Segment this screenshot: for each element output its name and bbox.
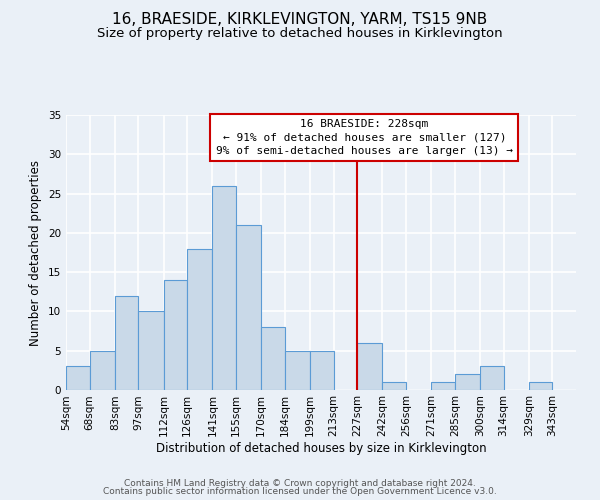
Bar <box>529 382 553 390</box>
Bar <box>236 225 261 390</box>
X-axis label: Distribution of detached houses by size in Kirklevington: Distribution of detached houses by size … <box>155 442 487 455</box>
Bar <box>66 366 89 390</box>
Bar <box>455 374 480 390</box>
Text: 16 BRAESIDE: 228sqm
← 91% of detached houses are smaller (127)
9% of semi-detach: 16 BRAESIDE: 228sqm ← 91% of detached ho… <box>216 119 513 156</box>
Text: 16, BRAESIDE, KIRKLEVINGTON, YARM, TS15 9NB: 16, BRAESIDE, KIRKLEVINGTON, YARM, TS15 … <box>112 12 488 28</box>
Bar <box>164 280 187 390</box>
Bar <box>187 248 212 390</box>
Bar <box>357 343 382 390</box>
Bar <box>261 327 285 390</box>
Bar <box>212 186 236 390</box>
Bar <box>115 296 139 390</box>
Text: Contains HM Land Registry data © Crown copyright and database right 2024.: Contains HM Land Registry data © Crown c… <box>124 478 476 488</box>
Bar <box>89 350 115 390</box>
Bar <box>285 350 310 390</box>
Bar <box>310 350 334 390</box>
Text: Size of property relative to detached houses in Kirklevington: Size of property relative to detached ho… <box>97 28 503 40</box>
Bar <box>480 366 503 390</box>
Bar <box>382 382 406 390</box>
Text: Contains public sector information licensed under the Open Government Licence v3: Contains public sector information licen… <box>103 487 497 496</box>
Y-axis label: Number of detached properties: Number of detached properties <box>29 160 43 346</box>
Bar <box>431 382 455 390</box>
Bar <box>139 312 164 390</box>
